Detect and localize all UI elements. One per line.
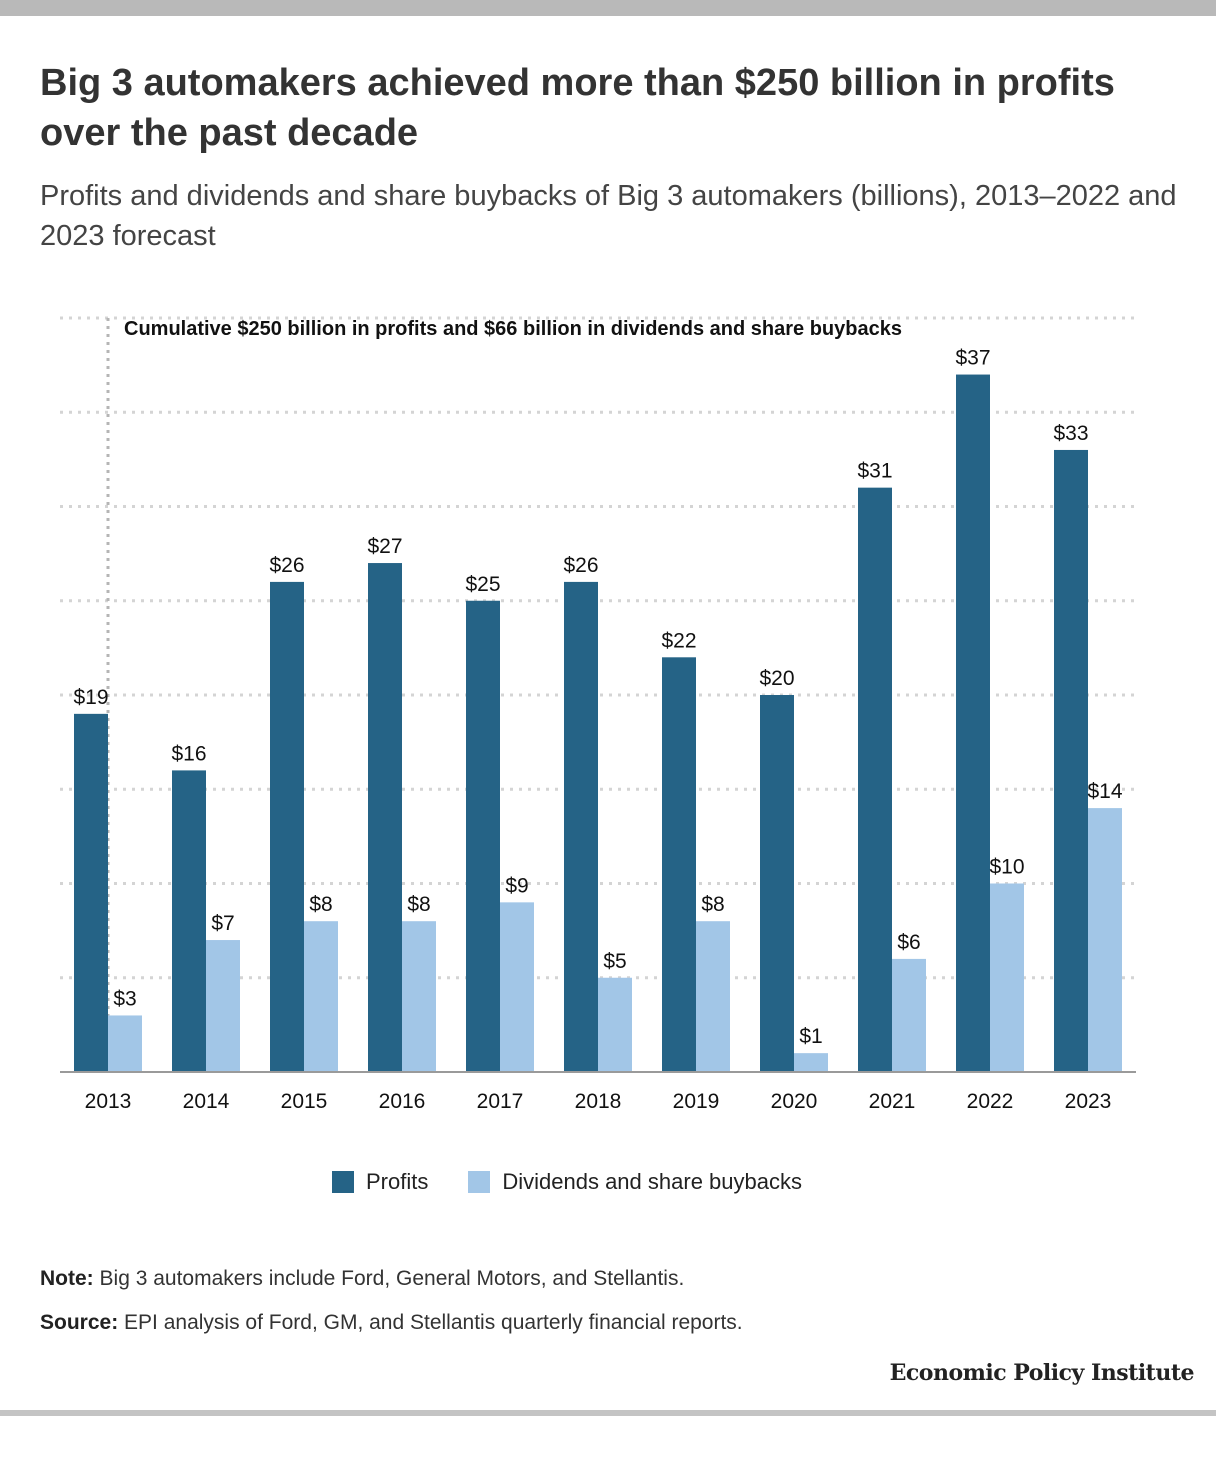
dividends-label-2019: $8 — [701, 893, 724, 916]
x-tick-2013: 2013 — [85, 1090, 132, 1113]
dividends-label-2013: $3 — [113, 987, 136, 1010]
profits-label-2016: $27 — [367, 535, 402, 558]
dividends-bar-2021 — [892, 958, 926, 1072]
dividends-label-2018: $5 — [603, 950, 626, 973]
x-tick-2019: 2019 — [673, 1090, 720, 1113]
dividends-bar-2020 — [794, 1053, 828, 1072]
profits-bar-2013 — [74, 713, 108, 1072]
x-tick-2022: 2022 — [967, 1090, 1014, 1113]
profits-label-2014: $16 — [171, 742, 206, 765]
bottom-border — [0, 1410, 1216, 1416]
profits-bar-2014 — [172, 770, 206, 1072]
legend-item-dividends: Dividends and share buybacks — [468, 1169, 802, 1195]
top-border — [0, 0, 1216, 16]
source-text: EPI analysis of Ford, GM, and Stellantis… — [124, 1311, 743, 1334]
profits-label-2023: $33 — [1053, 422, 1088, 445]
legend: Profits Dividends and share buybacks — [332, 1166, 842, 1198]
profits-bar-2023 — [1054, 449, 1088, 1072]
legend-swatch-profits — [332, 1171, 354, 1193]
profits-bar-2016 — [368, 563, 402, 1072]
dividends-bar-2018 — [598, 977, 632, 1072]
profits-bar-2017 — [466, 600, 500, 1072]
dividends-bar-2014 — [206, 940, 240, 1072]
x-tick-2017: 2017 — [477, 1090, 524, 1113]
profits-bar-2022 — [956, 374, 990, 1072]
dividends-bar-2016 — [402, 921, 436, 1072]
legend-label-profits: Profits — [366, 1169, 429, 1194]
dividends-label-2017: $9 — [505, 874, 528, 897]
dividends-bar-2023 — [1088, 808, 1122, 1072]
epi-logo: Economic Policy Institute — [889, 1360, 1195, 1386]
x-tick-2016: 2016 — [379, 1090, 426, 1113]
x-tick-2015: 2015 — [281, 1090, 328, 1113]
dividends-label-2022: $10 — [989, 856, 1024, 879]
dividends-label-2021: $6 — [897, 931, 920, 954]
profits-bar-2020 — [760, 695, 794, 1072]
dividends-bar-2013 — [108, 1015, 142, 1072]
profits-bar-2015 — [270, 581, 304, 1072]
note-text: Big 3 automakers include Ford, General M… — [99, 1267, 685, 1290]
profits-label-2022: $37 — [955, 347, 990, 370]
x-tick-2018: 2018 — [575, 1090, 622, 1113]
note-label: Note: — [40, 1267, 94, 1290]
profits-bar-2019 — [662, 657, 696, 1072]
profits-label-2015: $26 — [269, 554, 304, 577]
dividends-label-2014: $7 — [211, 912, 234, 935]
profits-label-2013: $19 — [73, 686, 108, 709]
x-tick-2023: 2023 — [1065, 1090, 1112, 1113]
profits-label-2019: $22 — [661, 629, 696, 652]
bar-chart: $19 $3 $16 $7 $26 $8 $27 $8 $25 $9 $26 $5 $22 $8 $20 $1… — [60, 316, 1136, 1113]
cumulative-annotation: Cumulative $250 billion in profits and $… — [124, 318, 902, 340]
dividends-bar-2022 — [990, 883, 1024, 1072]
bars — [74, 374, 1122, 1072]
x-tick-2021: 2021 — [869, 1090, 916, 1113]
legend-item-profits: Profits — [332, 1169, 428, 1195]
x-tick-2020: 2020 — [771, 1090, 818, 1113]
dividends-label-2023: $14 — [1087, 780, 1122, 803]
profits-label-2018: $26 — [563, 554, 598, 577]
source: Source: EPI analysis of Ford, GM, and St… — [40, 1308, 743, 1338]
legend-label-dividends: Dividends and share buybacks — [502, 1169, 802, 1194]
profits-bar-2018 — [564, 581, 598, 1072]
dividends-bar-2017 — [500, 902, 534, 1072]
x-tick-2014: 2014 — [183, 1090, 230, 1113]
profits-bar-2021 — [858, 487, 892, 1072]
dividends-bar-2019 — [696, 921, 730, 1072]
dividends-label-2015: $8 — [309, 893, 332, 916]
chart-subtitle: Profits and dividends and share buybacks… — [40, 180, 1177, 252]
x-tick-labels: 2013 2014 2015 2016 2017 2018 2019 2020 2021 2022… — [85, 1090, 1112, 1113]
note: Note: Big 3 automakers include Ford, Gen… — [40, 1264, 684, 1294]
profits-label-2020: $20 — [759, 667, 794, 690]
dividends-label-2020: $1 — [799, 1025, 822, 1048]
dividends-bar-2015 — [304, 921, 338, 1072]
source-label: Source: — [40, 1311, 119, 1334]
profits-label-2021: $31 — [857, 460, 892, 483]
data-labels: $19 $3 $16 $7 $26 $8 $27 $8 $25 $9 $26 $5 $22 $8 $20 $1… — [73, 347, 1122, 1049]
legend-swatch-dividends — [468, 1171, 491, 1193]
dividends-label-2016: $8 — [407, 893, 430, 916]
profits-label-2017: $25 — [465, 573, 500, 596]
chart-title: Big 3 automakers achieved more than $250… — [40, 62, 1115, 154]
